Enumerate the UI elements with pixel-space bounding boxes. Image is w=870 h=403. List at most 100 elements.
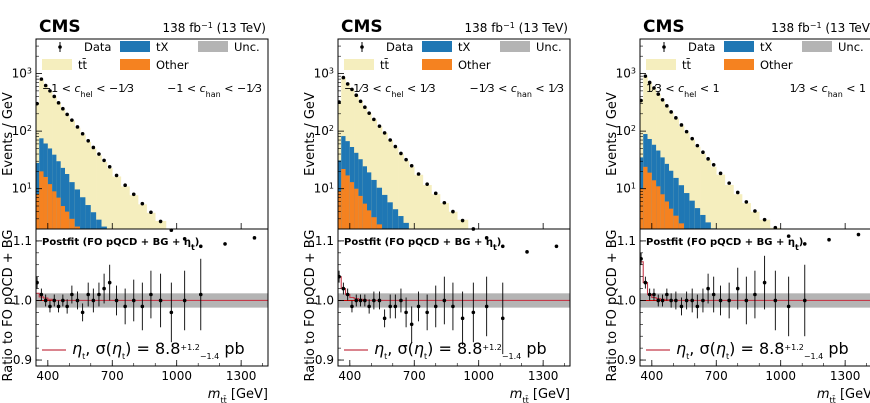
other-bar (56, 197, 62, 229)
other-bar (354, 188, 359, 229)
other-bar (362, 203, 368, 229)
ratio-point (70, 292, 74, 297)
ratio-point (409, 322, 414, 327)
rtick-label: 1.0 (13, 293, 32, 307)
tX-bar (660, 157, 666, 229)
ttbar-bar (138, 204, 147, 229)
data-point (198, 244, 203, 249)
rtick-label: 0.9 (13, 353, 32, 367)
ratio-point (61, 298, 65, 303)
ratio-point (80, 310, 85, 315)
bottom-frame (639, 228, 870, 367)
ratio-point (341, 286, 346, 291)
ratio-point (706, 286, 710, 291)
ytick-label: 101 (314, 181, 334, 196)
data-point (500, 244, 505, 249)
ttbar-bar (367, 113, 372, 229)
ttbar-bar (90, 148, 97, 229)
ratio-point (65, 304, 69, 309)
other-bar (640, 188, 644, 229)
ratio-point (39, 292, 44, 297)
ylabel-bottom: Ratio to FO pQCD + BG (605, 229, 620, 381)
data-point (399, 151, 403, 156)
other-bar (341, 168, 346, 229)
other-bar (664, 201, 670, 229)
tX-bar (56, 161, 62, 229)
xtick-label: 400 (36, 369, 59, 383)
data-point (643, 74, 648, 78)
ratio-point (647, 292, 652, 297)
legend-tX-label: tX (458, 40, 471, 54)
ylabel-bottom: Ratio to FO pQCD + BG (1, 229, 16, 381)
ratio-point (158, 298, 163, 303)
data-point (338, 100, 341, 104)
data-point (345, 82, 350, 86)
cms-label: CMS (643, 17, 685, 37)
ratio-point (36, 280, 39, 285)
ttbar-bar (689, 139, 696, 229)
ratio-point (131, 298, 136, 303)
ttbar-bar (403, 160, 410, 229)
eta-curve (338, 276, 570, 302)
data-point (382, 131, 387, 135)
ratio-point (786, 304, 791, 309)
ttbar-bar (705, 159, 712, 229)
ttbar-bar (684, 132, 690, 229)
data-point (679, 123, 684, 127)
other-bar (47, 184, 53, 229)
cms-label: CMS (39, 17, 81, 37)
data-point (107, 165, 112, 169)
legend-data-dot (360, 45, 364, 49)
region-label: −1⁄3 < chel < 1⁄3 (344, 82, 436, 99)
other-bar (367, 210, 372, 229)
lumi-label: 138 fb−1 (13 TeV) (464, 21, 568, 36)
rtick-label: 1.1 (13, 234, 32, 248)
legend-ttbar-swatch (344, 59, 374, 70)
ratio-point (711, 292, 716, 297)
tX-bar (392, 209, 399, 229)
ttbar-bar (101, 161, 108, 229)
legend-other-label: Other (760, 58, 793, 72)
ratio-point (91, 298, 96, 303)
data-point (70, 118, 74, 122)
ttbar-bar (80, 134, 86, 229)
ratio-point (679, 304, 684, 309)
xtick-label: 1000 (161, 369, 192, 383)
ratio-title: Postfit (FO pQCD + BG + ηt) (344, 237, 501, 252)
data-point (656, 92, 661, 96)
data-point (802, 242, 807, 246)
ratio-point (684, 298, 689, 303)
ratio-point (652, 292, 656, 297)
rtick-label: 1.0 (315, 293, 334, 307)
data-point (460, 218, 465, 223)
data-point (404, 157, 408, 162)
ratio-point (744, 298, 749, 303)
legend-tX-label: tX (156, 40, 169, 54)
plot-area (640, 74, 870, 337)
data-point (442, 200, 447, 205)
legend-ttbar-label: tt̄ (78, 58, 88, 72)
other-bar (651, 180, 657, 229)
ttbar-bar (457, 219, 469, 229)
ratio-point (701, 298, 705, 303)
other-bar (669, 208, 674, 229)
ratio-point (393, 304, 398, 309)
bottom-frame (35, 228, 269, 367)
data-point (753, 209, 757, 213)
ratio-point (372, 298, 376, 303)
ratio-point (114, 298, 119, 303)
data-point (647, 80, 652, 85)
ttbar-bar (673, 118, 679, 229)
tX-bar (74, 189, 81, 229)
other-bar (65, 211, 70, 229)
data-point (377, 124, 382, 128)
data-point (690, 136, 694, 141)
other-bar (74, 226, 81, 229)
ratio-point (643, 280, 648, 285)
ratio-point (43, 298, 48, 303)
data-point (252, 236, 257, 240)
ratio-point (48, 304, 52, 309)
ratio-point (416, 304, 421, 309)
data-point (158, 219, 163, 224)
ratio-point (773, 298, 778, 303)
